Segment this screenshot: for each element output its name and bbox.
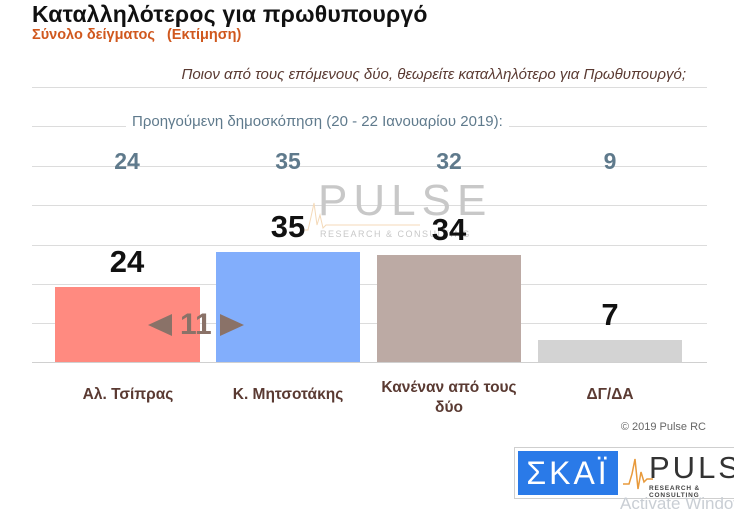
previous-value-none: 32 xyxy=(436,148,462,174)
category-label-none: Κανέναν από τους δύο xyxy=(381,379,517,416)
bar-tsipras xyxy=(55,287,200,362)
logo-box: ΣΚΑΪ PULSE RESEARCH & CONSULTING xyxy=(514,447,734,499)
bar-dkna xyxy=(538,340,682,362)
difference-annotation: 11 xyxy=(148,308,244,342)
pulse-logo-tagline: RESEARCH & CONSULTING xyxy=(649,485,700,499)
activate-windows-overlay: Activate Windows xyxy=(620,494,734,513)
bar-value-tsipras: 24 xyxy=(109,244,145,279)
gridline xyxy=(32,205,707,206)
bar-mitsotakis xyxy=(216,252,360,362)
previous-poll-label: Προηγούμενη δημοσκόπηση (20 - 22 Ιανουαρ… xyxy=(126,113,509,130)
category-label-mitsotakis: Κ. Μητσοτάκης xyxy=(232,386,344,403)
gridline xyxy=(32,87,707,88)
pulse-watermark-tagline: RESEARCH & CONSULTING xyxy=(320,229,471,239)
copyright: © 2019 Pulse RC xyxy=(620,421,706,433)
bar-value-dkna: 7 xyxy=(601,297,619,332)
gridline xyxy=(32,323,707,324)
pulse-watermark: PULSE xyxy=(318,176,493,225)
triangle-left-icon xyxy=(148,314,172,336)
gridline xyxy=(32,166,707,167)
bar-value-none: 34 xyxy=(431,212,467,247)
gridline xyxy=(32,284,707,285)
previous-value-dkna: 9 xyxy=(603,148,617,174)
category-label-tsipras: Αλ. Τσίπρας xyxy=(82,386,174,403)
triangle-right-icon xyxy=(219,314,244,336)
pulse-logo: PULSE xyxy=(649,450,734,485)
gridline xyxy=(32,245,707,246)
pulse-wave-icon xyxy=(623,458,653,490)
chart-title: Καταλληλότερος για πρωθυπουργό xyxy=(32,1,428,27)
skai-logo: ΣΚΑΪ xyxy=(518,451,618,495)
pulse-watermark-wave-icon xyxy=(300,202,420,231)
survey-question: Ποιον από τους επόμενους δύο, θεωρείτε κ… xyxy=(181,66,686,83)
bar-none xyxy=(377,255,521,362)
previous-value-mitsotakis: 35 xyxy=(275,148,301,174)
chart-subtitle: Σύνολο δείγματος (Εκτίμηση) xyxy=(32,27,242,43)
category-label-dkna: ΔΓ/ΔΑ xyxy=(586,386,634,403)
bar-value-mitsotakis: 35 xyxy=(270,209,306,244)
baseline xyxy=(32,362,707,363)
previous-value-tsipras: 24 xyxy=(114,148,140,174)
difference-value: 11 xyxy=(180,308,212,341)
